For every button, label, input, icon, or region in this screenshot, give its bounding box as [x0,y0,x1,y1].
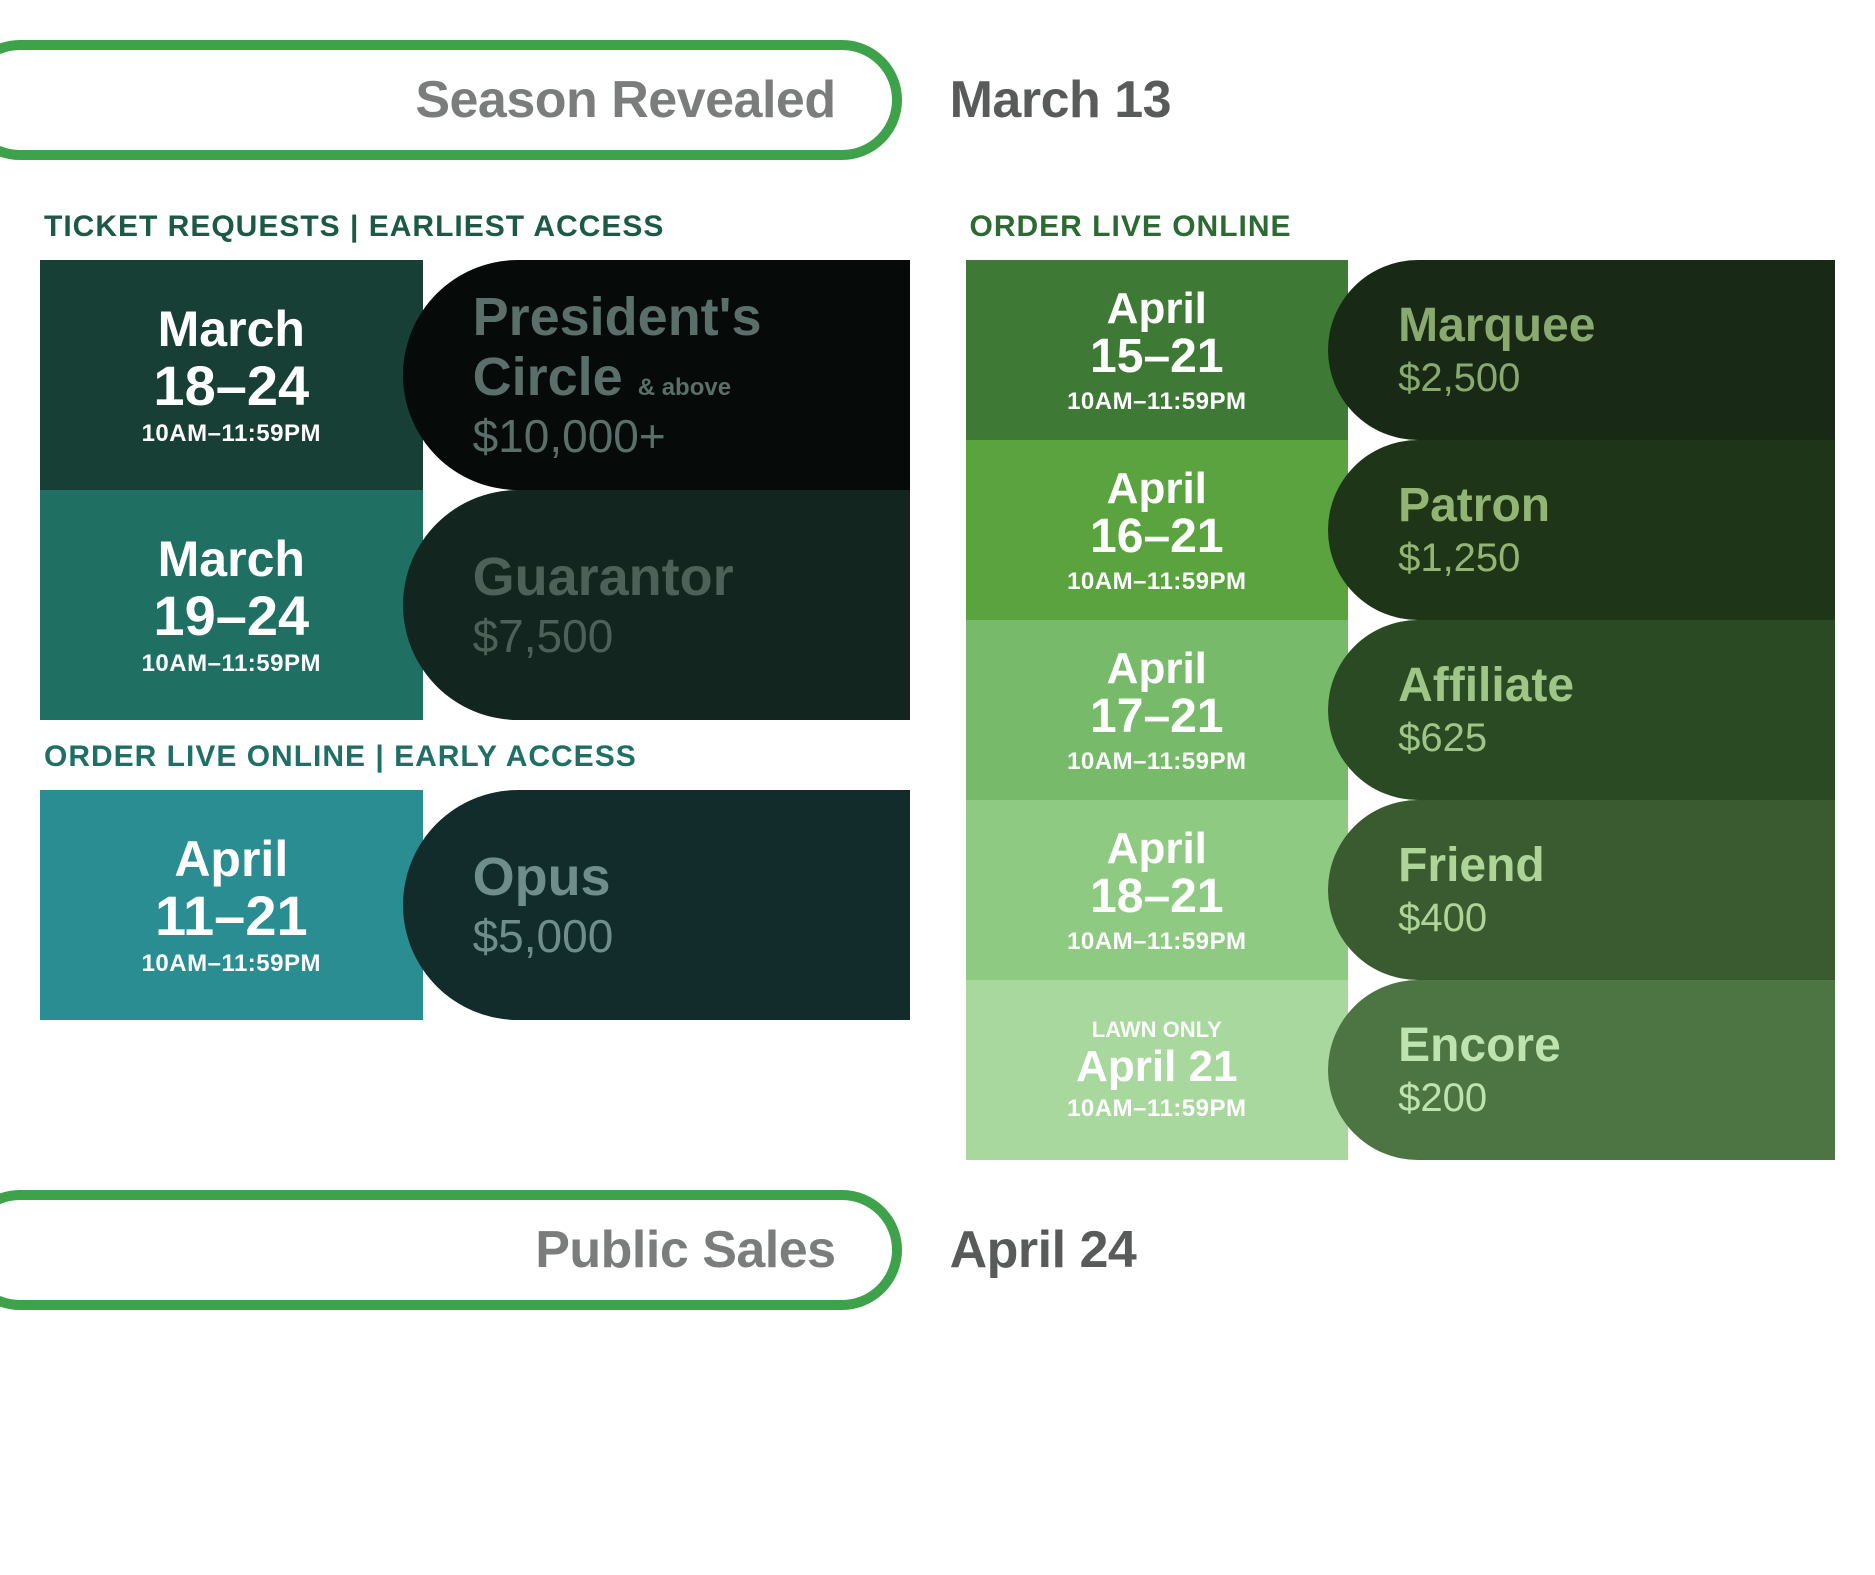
banner-pill: Public Sales [0,1190,902,1310]
tier-month: April 21 [1076,1044,1237,1091]
tier-opus: April 11–21 10AM–11:59PM Opus $5,000 [40,790,910,1020]
tier-name: Patron [1398,480,1835,533]
tier-price: $625 [1398,716,1835,760]
tier-level: Marquee $2,500 [1328,260,1835,440]
tier-level: Guarantor $7,500 [403,490,910,720]
banner-pill: Season Revealed [0,40,902,160]
tier-name: Affiliate [1398,660,1835,713]
tier-price: $7,500 [473,611,910,662]
tier-date: March 19–24 10AM–11:59PM [40,490,423,720]
tier-friend: April 18–21 10AM–11:59PM Friend $400 [966,800,1836,980]
column-left: TICKET REQUESTS | EARLIEST ACCESS March … [40,190,910,1160]
tier-encore: LAWN ONLY April 21 10AM–11:59PM Encore $… [966,980,1836,1160]
tier-name: Marquee [1398,300,1835,353]
tier-suffix: & above [638,374,731,401]
tier-date: March 18–24 10AM–11:59PM [40,260,423,490]
tier-level: Friend $400 [1328,800,1835,980]
tier-name: Opus [473,848,910,907]
tier-marquee: April 15–21 10AM–11:59PM Marquee $2,500 [966,260,1836,440]
tier-range: 18–21 [1090,872,1223,923]
banner-date: April 24 [902,1220,1835,1280]
banner-season-revealed: Season Revealed March 13 [40,40,1835,160]
tier-range: 15–21 [1090,332,1223,383]
tier-month: April [1107,646,1207,693]
tier-range: 16–21 [1090,512,1223,563]
tier-time: 10AM–11:59PM [142,951,321,976]
banner-date: March 13 [902,70,1835,130]
tier-level: Affiliate $625 [1328,620,1835,800]
tier-time: 10AM–11:59PM [1067,929,1246,954]
tier-date: April 18–21 10AM–11:59PM [966,800,1349,980]
tier-time: 10AM–11:59PM [142,651,321,676]
tier-time: 10AM–11:59PM [1067,1096,1246,1121]
tier-range: 11–21 [155,886,308,945]
column-right: ORDER LIVE ONLINE April 15–21 10AM–11:59… [966,190,1836,1160]
tier-month: March [158,533,305,586]
section-label-online: ORDER LIVE ONLINE [970,210,1836,244]
tier-level: President's Circle & above $10,000+ [403,260,910,490]
banner-label: Season Revealed [415,70,835,130]
tier-price: $200 [1398,1076,1835,1120]
tier-name: Friend [1398,840,1835,893]
tier-date: April 16–21 10AM–11:59PM [966,440,1349,620]
tier-range: 19–24 [153,586,309,645]
tier-name: Encore [1398,1020,1835,1073]
tier-affiliate: April 17–21 10AM–11:59PM Affiliate $625 [966,620,1836,800]
tier-time: 10AM–11:59PM [1067,569,1246,594]
tier-month: March [158,303,305,356]
tier-range: 18–24 [153,356,309,415]
section-label-earliest: TICKET REQUESTS | EARLIEST ACCESS [44,210,910,244]
tier-price: $1,250 [1398,536,1835,580]
tier-patron: April 16–21 10AM–11:59PM Patron $1,250 [966,440,1836,620]
tier-date: April 17–21 10AM–11:59PM [966,620,1349,800]
tier-name: President's Circle & above [473,288,910,407]
tier-level: Patron $1,250 [1328,440,1835,620]
banner-label: Public Sales [535,1220,835,1280]
tier-price: $2,500 [1398,356,1835,400]
tier-range: 17–21 [1090,692,1223,743]
tier-date: April 11–21 10AM–11:59PM [40,790,423,1020]
tier-time: 10AM–11:59PM [1067,749,1246,774]
tier-date: LAWN ONLY April 21 10AM–11:59PM [966,980,1349,1160]
tier-month: April [174,833,288,886]
tier-month: April [1107,286,1207,333]
section-label-early: ORDER LIVE ONLINE | EARLY ACCESS [44,740,910,774]
tier-month: April [1107,466,1207,513]
tier-pretitle: LAWN ONLY [1092,1018,1222,1041]
tier-price: $5,000 [473,911,910,962]
tier-name: Guarantor [473,548,910,607]
tier-presidents-circle: March 18–24 10AM–11:59PM President's Cir… [40,260,910,490]
tier-date: April 15–21 10AM–11:59PM [966,260,1349,440]
tier-price: $10,000+ [473,411,910,462]
tiers-grid: TICKET REQUESTS | EARLIEST ACCESS March … [40,190,1835,1160]
tier-level: Encore $200 [1328,980,1835,1160]
tier-time: 10AM–11:59PM [142,421,321,446]
tier-guarantor: March 19–24 10AM–11:59PM Guarantor $7,50… [40,490,910,720]
banner-public-sales: Public Sales April 24 [40,1190,1835,1310]
tier-level: Opus $5,000 [403,790,910,1020]
tier-price: $400 [1398,896,1835,940]
tier-time: 10AM–11:59PM [1067,389,1246,414]
tier-month: April [1107,826,1207,873]
